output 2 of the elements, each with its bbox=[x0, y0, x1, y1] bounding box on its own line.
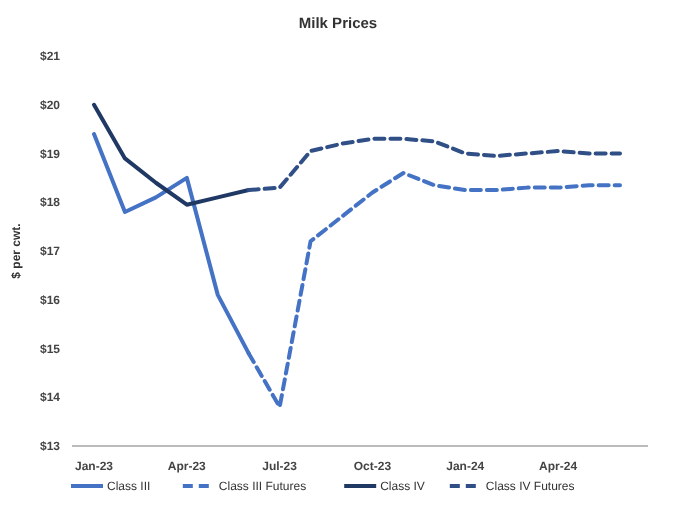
line-series bbox=[92, 102, 251, 207]
line-series bbox=[246, 136, 622, 193]
